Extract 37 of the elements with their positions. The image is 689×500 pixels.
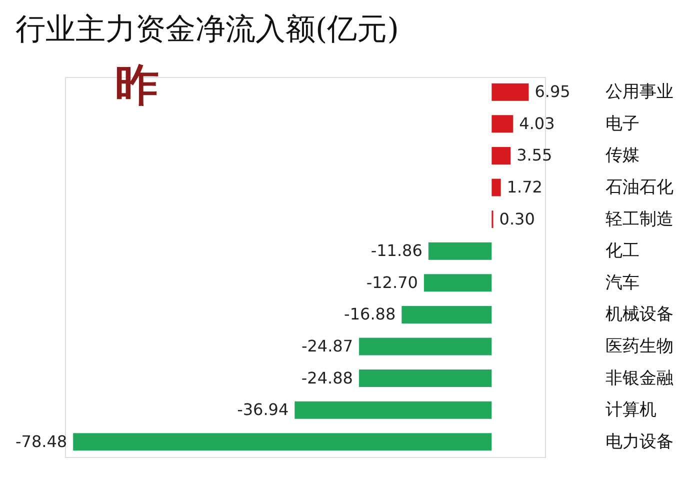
y-tick-label: 石油石化 (606, 178, 674, 198)
data-label: -11.86 (370, 241, 422, 260)
y-tick-label: 汽车 (606, 272, 640, 293)
y-tick-label: 计算机 (606, 400, 656, 420)
data-label: 0.30 (499, 209, 535, 228)
y-tick-label: 传媒 (606, 146, 640, 166)
bar (492, 83, 529, 101)
y-tick-label: 机械设备 (606, 304, 674, 325)
bar (73, 433, 492, 451)
bar (428, 242, 492, 260)
data-label: 4.03 (519, 114, 555, 133)
bar (358, 370, 492, 388)
bar (402, 306, 492, 324)
data-label: -16.88 (344, 304, 396, 324)
bar (492, 178, 501, 196)
data-label: -24.88 (301, 368, 353, 388)
y-tick-label: 非银金融 (606, 368, 674, 388)
bar (424, 274, 492, 292)
data-label: -36.94 (237, 400, 289, 420)
data-label: -78.48 (16, 432, 68, 451)
bar (294, 401, 492, 419)
bar (492, 146, 511, 164)
y-tick-label: 化工 (606, 241, 640, 262)
y-tick-label: 公用事业 (606, 82, 674, 102)
data-label: 6.95 (534, 82, 570, 102)
y-tick-label: 电力设备 (606, 432, 674, 452)
bar (492, 115, 514, 133)
data-label: -12.70 (366, 272, 418, 292)
y-tick-label: 电子 (606, 114, 640, 134)
annotation: 昨 (115, 60, 159, 111)
data-label: -24.87 (301, 336, 354, 356)
bar (359, 338, 492, 356)
data-label: 3.55 (516, 146, 552, 165)
data-label: 1.72 (506, 178, 542, 196)
y-tick-label: 医药生物 (606, 336, 674, 356)
chart-title: 行业主力资金净流入额(亿元) (16, 12, 399, 47)
y-tick-label: 轻工制造 (606, 209, 674, 230)
